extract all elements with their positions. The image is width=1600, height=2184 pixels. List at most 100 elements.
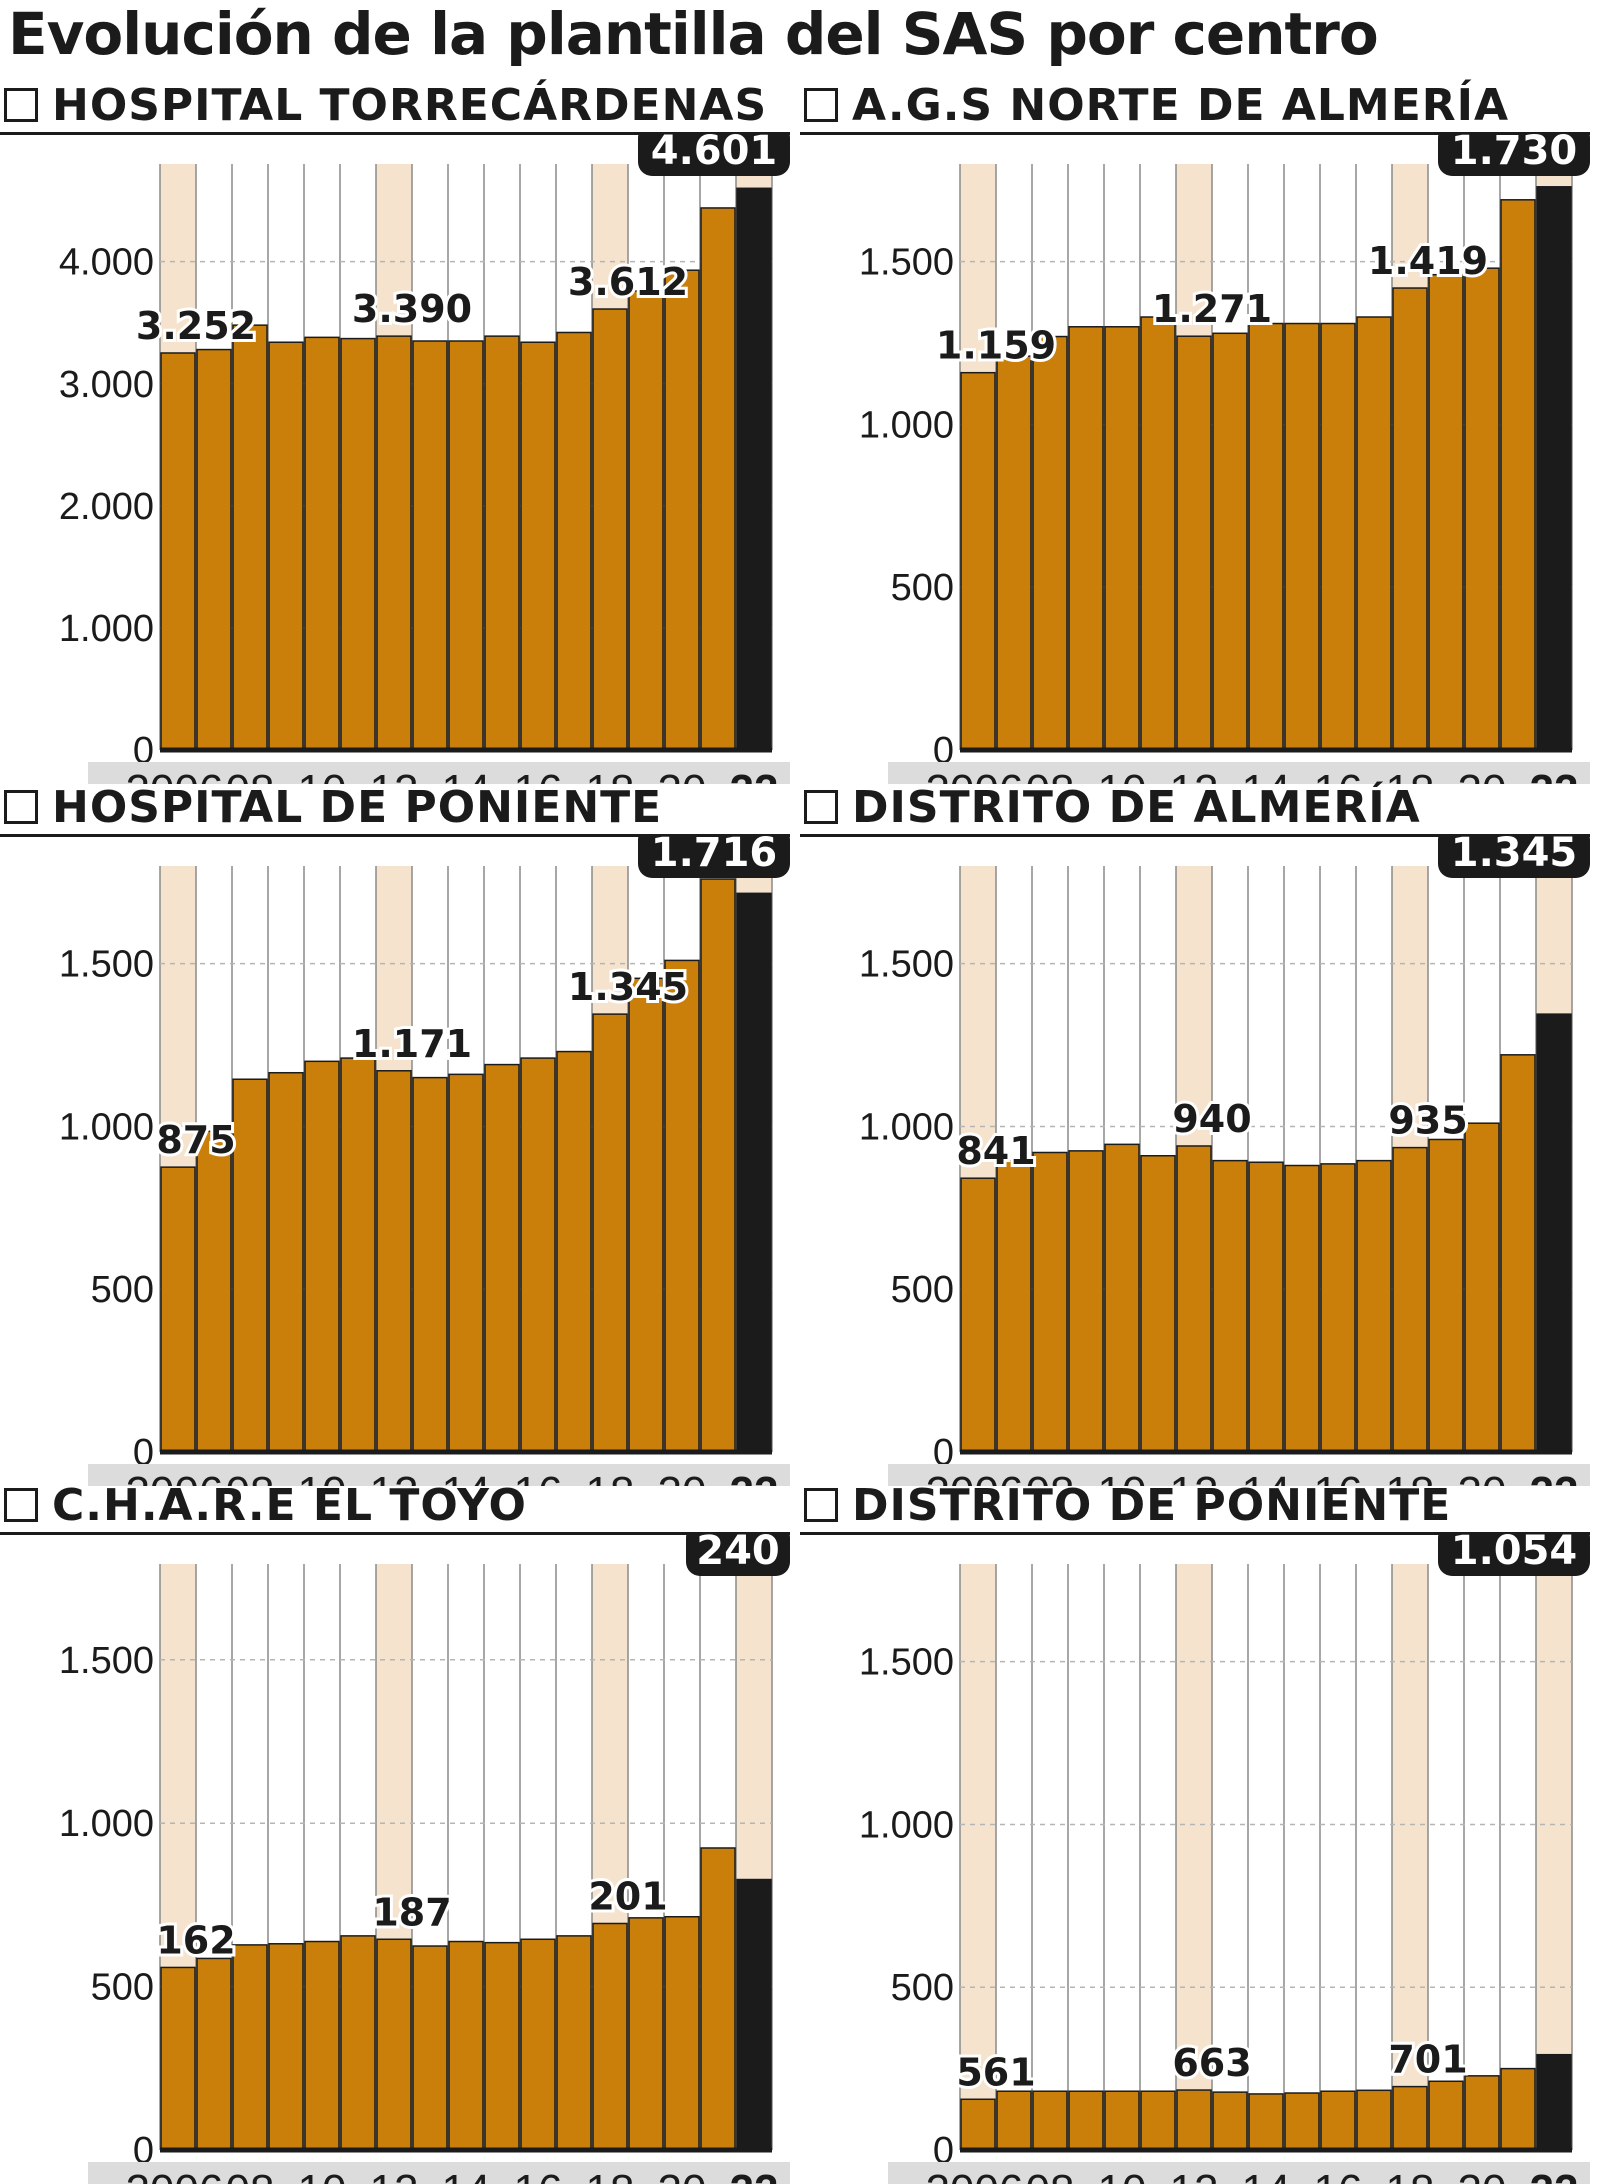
y-tick-label: 0 bbox=[133, 730, 154, 772]
bar bbox=[160, 1966, 196, 2151]
y-tick-label: 1.000 bbox=[59, 608, 154, 650]
current-value-badge bbox=[686, 1534, 790, 1576]
bar bbox=[1212, 332, 1248, 751]
panel-title: HOSPITAL TORRECÁRDENAS bbox=[52, 80, 768, 131]
x-tick-label: 18 bbox=[1386, 1468, 1435, 1486]
bar bbox=[628, 290, 664, 751]
x-tick-label: 18 bbox=[586, 2166, 635, 2184]
bar bbox=[1104, 1143, 1140, 1453]
bar-chart: 0 500 1.000 1.500 875 1.171 1.345 1.716 200608 10… bbox=[59, 836, 790, 1486]
bar bbox=[340, 1057, 376, 1453]
bar bbox=[1500, 2067, 1536, 2151]
bar bbox=[232, 324, 268, 751]
x-tick-label: 2006 bbox=[925, 766, 1023, 784]
data-label: 701 bbox=[1388, 2038, 1467, 2082]
y-tick-label: 1.500 bbox=[59, 1640, 154, 1682]
x-tick-label: 08 bbox=[1026, 1468, 1075, 1486]
x-tick-label: 2006 bbox=[125, 766, 223, 784]
data-label: 3.252 bbox=[136, 304, 256, 348]
bar bbox=[448, 1940, 484, 2151]
square-icon bbox=[4, 1488, 38, 1522]
bar bbox=[160, 352, 196, 751]
bar bbox=[1068, 2090, 1104, 2151]
y-tick-label: 1.500 bbox=[859, 242, 954, 284]
current-value-badge bbox=[1438, 1534, 1590, 1576]
y-tick-label: 0 bbox=[933, 730, 954, 772]
x-tick-label: 12 bbox=[1170, 1468, 1219, 1486]
bar bbox=[1284, 322, 1320, 751]
data-label: 187 bbox=[372, 1890, 451, 1934]
bar bbox=[196, 348, 232, 751]
bar-chart: 0 500 1.000 1.500 1.159 1.271 1.419 1.730 200608… bbox=[859, 134, 1590, 784]
x-tick-label: 10 bbox=[298, 1468, 347, 1486]
x-tick-label: 16 bbox=[1314, 2166, 1363, 2184]
current-value-badge bbox=[638, 134, 790, 176]
data-label: 940 bbox=[1172, 1097, 1251, 1141]
x-tick-label: 12 bbox=[370, 1468, 419, 1486]
x-axis-band bbox=[888, 1464, 1590, 1486]
x-tick-label: 12 bbox=[1170, 2166, 1219, 2184]
bar bbox=[340, 337, 376, 751]
bar bbox=[1320, 2090, 1356, 2151]
bar bbox=[700, 207, 736, 751]
data-label: 1.271 bbox=[1152, 287, 1272, 331]
bar bbox=[1140, 2090, 1176, 2151]
y-tick-label: 1.500 bbox=[59, 944, 154, 986]
data-label: 3.390 bbox=[352, 287, 472, 331]
x-tick-label: 14 bbox=[442, 766, 491, 784]
bar-current bbox=[736, 892, 772, 1453]
y-tick-label: 500 bbox=[91, 1269, 154, 1311]
square-icon bbox=[804, 1488, 838, 1522]
bar bbox=[232, 1078, 268, 1453]
bar bbox=[448, 340, 484, 751]
chart-panel-distrito-poniente: DISTRITO DE PONIENTE 0 500 1.000 1.500 561 66… bbox=[800, 1478, 1590, 2184]
bar bbox=[1212, 1159, 1248, 1453]
data-label: 1.419 bbox=[1368, 239, 1488, 283]
y-tick-label: 1.000 bbox=[859, 1106, 954, 1148]
bar bbox=[628, 1917, 664, 2151]
x-tick-label: 16 bbox=[1314, 1468, 1363, 1486]
bar bbox=[1320, 1163, 1356, 1453]
square-icon bbox=[804, 790, 838, 824]
data-label: 561 bbox=[956, 2050, 1035, 2094]
x-tick-label: 2006 bbox=[925, 1468, 1023, 1486]
bar bbox=[376, 1938, 412, 2151]
bar bbox=[340, 1935, 376, 2151]
bar bbox=[412, 340, 448, 751]
bar bbox=[1464, 1122, 1500, 1453]
data-label: 201 bbox=[588, 1874, 667, 1918]
x-tick-label: 18 bbox=[1386, 2166, 1435, 2184]
data-label: 1.345 bbox=[568, 965, 688, 1009]
x-tick-label: 10 bbox=[1098, 1468, 1147, 1486]
bar bbox=[960, 371, 996, 751]
chart-panel-distrito-almeria: DISTRITO DE ALMERÍA 0 500 1.000 1.500 841 940… bbox=[800, 780, 1590, 1486]
bar bbox=[448, 1073, 484, 1453]
x-axis-band bbox=[88, 1464, 790, 1486]
x-tick-label: 18 bbox=[1386, 766, 1435, 784]
x-tick-label: 12 bbox=[1170, 766, 1219, 784]
x-tick-label: 20 bbox=[658, 1468, 707, 1486]
page-title: Evolución de la plantilla del SAS por ce… bbox=[8, 0, 1379, 68]
y-tick-label: 1.000 bbox=[859, 1804, 954, 1846]
y-tick-label: 1.000 bbox=[59, 1803, 154, 1845]
y-tick-label: 500 bbox=[91, 1967, 154, 2009]
current-value-label: 4.601 bbox=[651, 134, 778, 174]
bar bbox=[1356, 2089, 1392, 2151]
bar bbox=[160, 1166, 196, 1453]
y-tick-label: 0 bbox=[933, 1432, 954, 1474]
x-tick-label: 14 bbox=[1242, 2166, 1291, 2184]
bar bbox=[268, 341, 304, 751]
bar-chart: 05001.0001.50016218720124020060810121416… bbox=[59, 1534, 790, 2184]
x-tick-label: 20 bbox=[1458, 1468, 1507, 1486]
bar bbox=[484, 1063, 520, 1453]
bar bbox=[1248, 2093, 1284, 2151]
x-tick-label: 14 bbox=[1242, 766, 1291, 784]
bar bbox=[700, 878, 736, 1453]
bar bbox=[1320, 322, 1356, 751]
bar bbox=[1284, 2092, 1320, 2151]
current-value-label: 1.730 bbox=[1451, 134, 1578, 174]
bar bbox=[520, 1938, 556, 2151]
chart-panel-el-toyo: C.H.A.R.E EL TOYO 0 500 1.000 1.500 162 187 20… bbox=[0, 1478, 790, 2184]
bar bbox=[1068, 326, 1104, 751]
current-value-label: 1.054 bbox=[1451, 1534, 1578, 1574]
